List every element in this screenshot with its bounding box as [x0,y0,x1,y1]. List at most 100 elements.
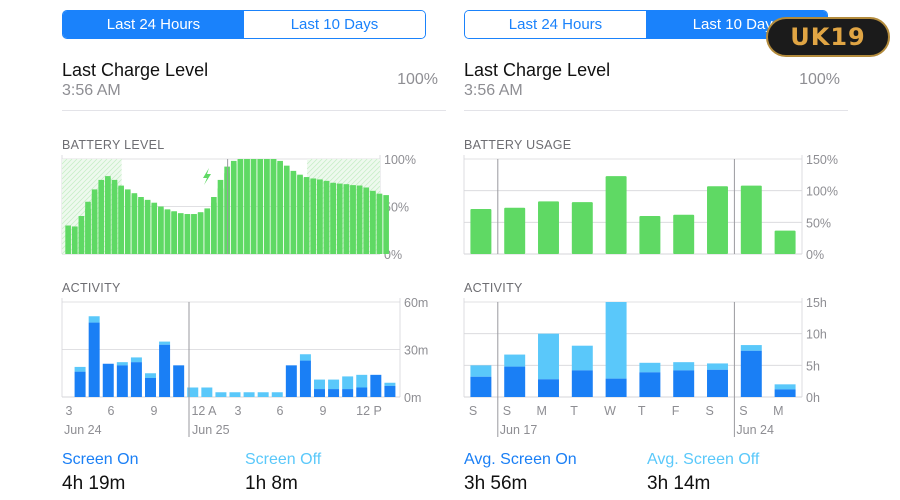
battery-bar [191,214,197,254]
activity-xtick: M [537,404,547,418]
screen-on-bar [285,365,297,397]
battery-bar [363,189,370,254]
screen-on-bar [116,365,128,397]
screen-on-bar [173,365,185,397]
screen-on-bar [707,369,728,397]
activity-xtick: T [638,404,646,418]
battery-bar [124,191,131,254]
charging-bolt-icon [203,168,211,185]
screen-on-bar [328,389,340,397]
activity-chart[interactable]: 60m 30m 0m 3 6 9 12 A 3 6 9 12 P Jun 24 Jun 25 [32,292,452,442]
battery-bar [184,214,191,254]
battery-bar [330,183,336,254]
tab-last-24-hours[interactable]: Last 24 Hours [63,11,244,38]
battery-bar [343,184,350,254]
activity-xtick: 6 [277,404,284,418]
battery-usage-ytick: 150% [806,153,838,167]
battery-bar [98,179,105,254]
screen-off-bar [74,366,86,372]
charging-hatch [61,158,78,175]
screen-off-bar [215,392,227,397]
battery-bar [85,201,91,254]
activity-xtick: S [706,404,714,418]
battery-bar [303,178,310,254]
usage-bar [504,207,526,254]
battery-bar [290,173,297,254]
screen-on-bar [774,389,796,397]
activity-label: ACTIVITY [464,281,523,295]
activity-xtick: 3 [235,404,242,418]
charging-hatch [61,158,83,180]
battery-bar [158,208,164,254]
battery-bar [78,216,85,254]
screen-on-bar [384,385,396,397]
legend-screen-off: Screen Off [245,451,322,468]
battery-usage-chart[interactable]: 150% 100% 50% 0% [434,150,854,262]
tab-last-10-days[interactable]: Last 10 Days [244,11,425,38]
screen-off-bar [145,373,156,378]
usage-bar [707,186,728,254]
screen-off-bar [639,362,661,373]
activity-date-label: Jun 24 [736,423,774,437]
battery-bar [297,176,303,254]
activity-ytick: 60m [404,296,428,310]
activity-date-label: Jun 24 [64,423,102,437]
usage-bar [571,202,593,254]
activity-xtick: 9 [151,404,158,418]
usage-bar [470,209,492,254]
charging-hatch [61,158,88,185]
charging-hatch [61,158,93,190]
battery-bar [65,225,71,254]
battery-bar [151,204,158,254]
screen-off-bar [740,345,762,351]
battery-level-chart[interactable]: 100%50%0% [32,150,452,262]
battery-bar [336,183,343,254]
screen-on-bar [605,378,627,397]
screen-on-bar [299,360,311,397]
screen-on-bar [470,376,492,397]
battery-bar [111,183,118,254]
battery-level-ytick: 100% [384,153,416,167]
tab-last-24-hours[interactable]: Last 24 Hours [465,11,646,38]
screen-off-bar [257,392,269,397]
screen-on-bar [740,350,762,397]
screen-on-value: 4h 19m [62,473,126,494]
screen-off-bar [605,302,627,379]
battery-bar [283,168,290,254]
activity-date-label: Jun 17 [500,423,538,437]
battery-bar [91,189,98,254]
battery-bar [171,212,177,254]
screen-off-bar [314,379,325,390]
battery-bar [105,176,111,254]
screen-off-bar [342,376,354,390]
charging-hatch [61,158,113,210]
activity-xtick: 12 P [356,404,382,418]
range-segmented-control: Last 24 Hours Last 10 Days [62,10,426,39]
screen-on-bar [74,371,86,397]
battery-bar [244,159,250,254]
battery-bar [383,195,389,254]
screen-off-bar [229,392,241,397]
charging-hatch [61,158,108,205]
battery-bar [230,160,237,254]
activity-xtick: M [773,404,783,418]
screen-off-bar [159,341,171,345]
screen-off-bar [88,316,100,323]
battery-bar [217,179,224,254]
charging-hatch [61,158,73,170]
activity-xtick: F [672,404,680,418]
legend-avg-screen-off: Avg. Screen Off [647,451,760,468]
activity-xtick: S [503,404,511,418]
charging-hatch [306,158,313,165]
screen-on-bar [673,370,695,397]
screen-on-bar [639,372,661,397]
watermark-text: UK19 [790,23,866,51]
activity-xtick: T [570,404,578,418]
activity-ytick: 0m [404,391,421,405]
screen-on-bar [159,344,171,397]
charging-hatch [61,158,68,165]
activity-chart[interactable]: 15h 10h 5h 0h S S M T W T F S S M Jun 17 Jun 24 [434,292,854,442]
screen-on-bar [88,322,100,397]
screen-on-bar [370,374,382,397]
battery-bar [310,178,317,254]
